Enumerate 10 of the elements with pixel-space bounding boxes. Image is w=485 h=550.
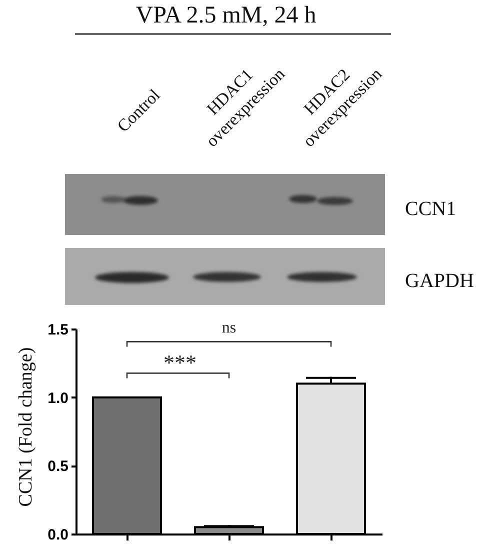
y-tick-label: 0.5 <box>48 458 68 476</box>
annotation: *** <box>164 350 196 376</box>
text: GAPDH <box>405 270 474 292</box>
annotation: ns <box>222 320 236 337</box>
y-axis-title: CCN1 (Fold change) <box>16 347 37 507</box>
y-tick-label: 1.0 <box>48 390 68 407</box>
text: CCN1 <box>405 198 456 220</box>
y-tick-label: 1.5 <box>48 322 68 338</box>
y-tick-label: 0.0 <box>48 526 68 544</box>
chart-title: VPA 2.5 mM, 24 h <box>136 2 316 29</box>
